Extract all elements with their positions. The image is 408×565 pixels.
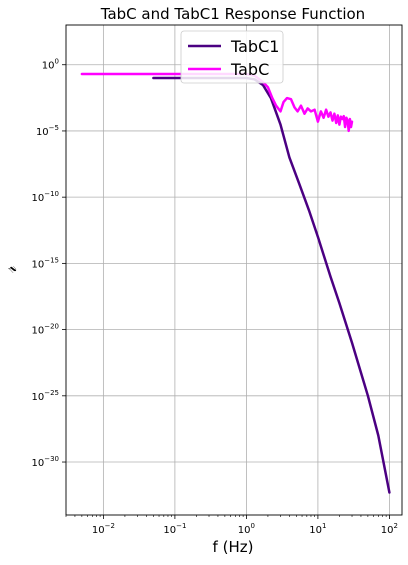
y-tick-exponent: −20 [44,323,59,331]
y-tick-label: 10−15 [31,256,59,270]
x-tick-label: 100 [238,522,255,536]
y-tick-label: 10−30 [31,455,59,469]
x-tick-exponent: 2 [394,522,398,530]
x-tick-label: 10−2 [92,522,115,536]
y-tick-base: 10 [31,259,44,270]
x-tick-label: 102 [381,522,398,536]
legend-label-tabc1: TabC1 [230,37,279,56]
x-tick-exponent: −2 [105,522,115,530]
y-tick-exponent: 0 [55,58,59,66]
y-tick-base: 10 [31,458,44,469]
x-tick-base: 10 [309,525,322,536]
plot-frame [65,24,403,516]
y-tick-base: 10 [31,193,44,204]
y-tick-base: 10 [36,127,49,138]
y-tick-label: 10−10 [31,190,59,204]
y-tick-exponent: −5 [49,124,59,132]
y-tick-exponent: −25 [44,389,59,397]
y-tick-base: 10 [31,392,44,403]
x-tick-base: 10 [92,525,105,536]
legend-label-tabc: TabC [230,60,269,79]
y-tick-base: 10 [42,61,55,72]
y-tick-label: 100 [42,58,59,72]
y-axis-label: 𝓇 [0,266,21,274]
x-tick-exponent: −1 [176,522,186,530]
y-tick-base: 10 [31,326,44,337]
tick-labels: 10−2 10−1 100 101 10210010−510−1010−1510−201… [31,58,398,536]
x-tick-base: 10 [163,525,176,536]
x-tick-label: 10−1 [163,522,186,536]
chart-title: TabC and TabC1 Response Function [100,5,365,23]
x-tick-base: 10 [381,525,394,536]
y-tick-exponent: −30 [44,455,59,463]
x-axis-label: f (Hz) [213,538,254,556]
y-tick-exponent: −15 [44,256,59,264]
legend: TabC1 TabC [180,30,284,84]
y-tick-exponent: −10 [44,190,59,198]
x-tick-exponent: 0 [251,522,255,530]
x-tick-base: 10 [238,525,251,536]
axes [62,24,403,519]
x-tick-exponent: 1 [322,522,326,530]
y-tick-label: 10−25 [31,389,59,403]
y-tick-label: 10−20 [31,323,59,337]
x-tick-label: 101 [309,522,326,536]
y-tick-label: 10−5 [36,124,59,138]
